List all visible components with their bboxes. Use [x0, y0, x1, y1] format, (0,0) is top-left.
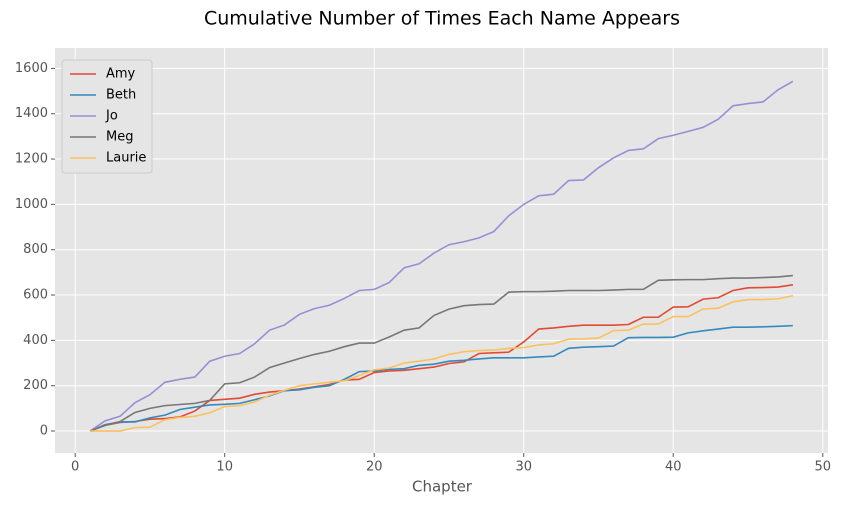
x-tick-label: 20 — [366, 460, 383, 475]
legend-label: Meg — [106, 130, 133, 145]
x-tick-label: 10 — [216, 460, 233, 475]
series-line — [89, 324, 793, 432]
y-tick-label: 0 — [40, 424, 48, 439]
y-tick-label: 400 — [23, 333, 48, 348]
x-tick-label: 0 — [71, 460, 79, 475]
series-line — [89, 274, 793, 432]
legend: Amy Beth Jo Meg Laurie — [61, 59, 153, 174]
plot-area — [55, 48, 828, 453]
y-tick-label: 1600 — [15, 61, 48, 76]
x-tick-label: 50 — [814, 460, 831, 475]
legend-label: Beth — [106, 88, 136, 103]
y-tick-label: 200 — [23, 378, 48, 393]
y-tick-label: 600 — [23, 288, 48, 303]
x-tick-label: 40 — [665, 460, 682, 475]
y-tick-label: 1000 — [15, 197, 48, 212]
legend-label: Laurie — [106, 151, 146, 166]
y-tick-label: 800 — [23, 242, 48, 257]
series-line — [90, 294, 794, 432]
chart-title: Cumulative Number of Times Each Name App… — [204, 8, 680, 30]
series-line — [89, 284, 793, 432]
legend-box — [61, 59, 153, 174]
x-tick-label: 30 — [515, 460, 532, 475]
x-axis-label: Chapter — [412, 478, 473, 496]
series-line — [89, 80, 794, 432]
legend-label: Jo — [105, 109, 118, 124]
y-tick-label: 1400 — [15, 106, 48, 121]
legend-label: Amy — [106, 67, 136, 82]
y-tick-label: 1200 — [15, 152, 48, 167]
